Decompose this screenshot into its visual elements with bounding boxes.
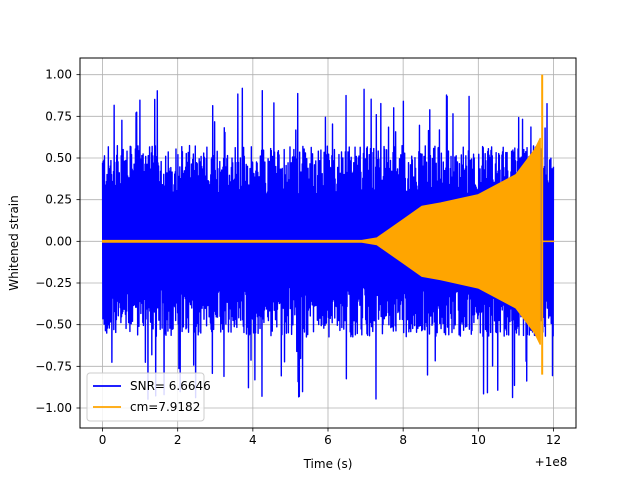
x-axis: 0 2 4 6 8 10 12 — [99, 428, 561, 447]
legend-label-cm: cm=7.9182 — [130, 400, 200, 414]
legend-box — [86, 372, 205, 422]
x-tick-label: 4 — [249, 433, 257, 447]
y-axis-label: Whitened strain — [7, 195, 21, 291]
y-axis: −1.00 −0.75 −0.50 −0.25 0.00 0.25 0.50 0.75 1.00 — [35, 68, 80, 415]
series-layer — [101, 74, 555, 400]
y-tick-label: −0.25 — [35, 276, 72, 290]
x-tick-label: 10 — [471, 433, 486, 447]
y-tick-label: 0.50 — [45, 151, 72, 165]
y-tick-label: 0.75 — [45, 109, 72, 123]
legend: SNR= 6.6646 cm=7.9182 — [86, 372, 211, 422]
y-tick-label: −1.00 — [35, 401, 72, 415]
y-tick-label: −0.75 — [35, 359, 72, 373]
series-cm-envelope — [101, 137, 541, 345]
y-tick-label: 1.00 — [45, 68, 72, 82]
legend-label-snr: SNR= 6.6646 — [130, 379, 211, 393]
x-tick-label: 8 — [399, 433, 407, 447]
x-offset-label: +1e8 — [535, 455, 568, 469]
y-tick-label: −0.50 — [35, 318, 72, 332]
x-tick-label: 6 — [324, 433, 332, 447]
x-tick-label: 0 — [99, 433, 107, 447]
y-tick-label: 0.25 — [45, 193, 72, 207]
x-tick-label: 12 — [546, 433, 561, 447]
y-tick-label: 0.00 — [45, 234, 72, 248]
x-axis-label: Time (s) — [303, 457, 353, 471]
x-tick-label: 2 — [174, 433, 182, 447]
